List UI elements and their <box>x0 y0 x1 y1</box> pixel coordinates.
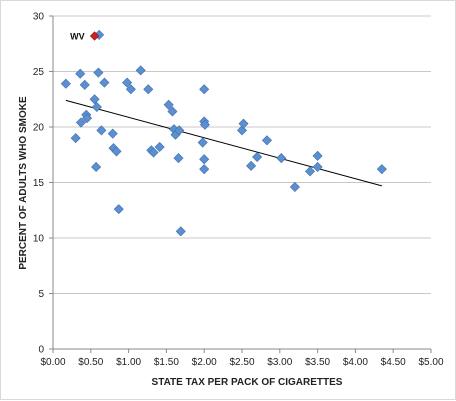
y-tick-labels: 0 5 10 15 20 25 30 <box>33 12 45 356</box>
x-tick-label: $3.00 <box>267 357 292 368</box>
data-point <box>75 68 86 79</box>
data-point <box>143 84 154 95</box>
data-point <box>163 99 174 110</box>
x-tick-labels: $0.00 $0.50 $1.00 $1.50 $2.00 $2.50 $3.00 $3.50… <box>40 357 443 368</box>
data-point <box>154 141 165 153</box>
data-point <box>199 84 210 95</box>
data-point <box>81 113 93 124</box>
data-point <box>261 135 272 146</box>
x-tick-label: $0.00 <box>40 357 65 368</box>
x-axis-title: STATE TAX PER PACK OF CIGARETTES <box>152 377 343 388</box>
x-tick-label: $2.00 <box>192 357 217 368</box>
y-tick-label: 20 <box>33 123 45 134</box>
data-point <box>197 137 208 148</box>
trendline-group <box>65 99 382 187</box>
x-tick-label: $3.50 <box>305 357 330 368</box>
data-point <box>199 119 210 130</box>
data-point <box>199 154 210 165</box>
x-tick-label: $4.50 <box>381 357 406 368</box>
data-point <box>199 164 210 175</box>
y-tick-label: 15 <box>33 178 45 189</box>
data-point <box>93 67 104 78</box>
data-point <box>91 101 102 113</box>
x-tick-label: $1.50 <box>154 357 179 368</box>
x-tick-label: $2.50 <box>229 357 254 368</box>
highlight-point <box>89 31 100 41</box>
axes <box>49 15 432 353</box>
data-point <box>289 181 300 192</box>
data-points <box>60 29 387 237</box>
data-point <box>111 146 122 157</box>
data-point <box>113 204 124 215</box>
highlight-label: WV <box>70 31 85 41</box>
data-point <box>148 147 159 158</box>
data-point <box>91 161 102 172</box>
data-point <box>99 77 110 88</box>
data-point <box>79 79 90 90</box>
data-point <box>312 150 323 161</box>
data-point <box>252 151 263 162</box>
data-point <box>75 117 86 128</box>
x-tick-label: $4.00 <box>343 357 368 368</box>
data-point <box>174 125 185 136</box>
data-point <box>376 164 387 175</box>
data-point <box>246 160 257 171</box>
data-point <box>135 65 146 76</box>
data-point <box>122 77 133 88</box>
y-tick-label: 30 <box>33 12 45 23</box>
data-point <box>175 226 186 237</box>
trendline <box>65 99 382 187</box>
y-tick-label: 0 <box>38 345 44 356</box>
y-tick-label: 10 <box>33 234 45 245</box>
highlight-group: WV <box>70 31 100 41</box>
data-point <box>107 128 118 139</box>
data-point <box>312 161 323 172</box>
data-point <box>167 106 178 117</box>
data-point <box>173 153 184 164</box>
data-point <box>238 118 249 129</box>
gridlines <box>53 15 431 294</box>
data-point <box>70 133 81 144</box>
data-point <box>276 153 287 164</box>
data-point <box>236 125 248 136</box>
data-point <box>125 84 136 95</box>
data-point <box>60 78 71 89</box>
data-point <box>89 94 100 105</box>
y-axis-title: PERCENT OF ADULTS WHO SMOKE <box>18 96 29 270</box>
data-point <box>96 125 107 136</box>
y-tick-label: 25 <box>33 67 45 78</box>
x-tick-label: $1.00 <box>116 357 141 368</box>
data-point <box>305 166 316 177</box>
y-tick-label: 5 <box>38 289 44 300</box>
x-tick-label: $0.50 <box>78 357 103 368</box>
x-tick-label: $5.00 <box>418 357 443 368</box>
